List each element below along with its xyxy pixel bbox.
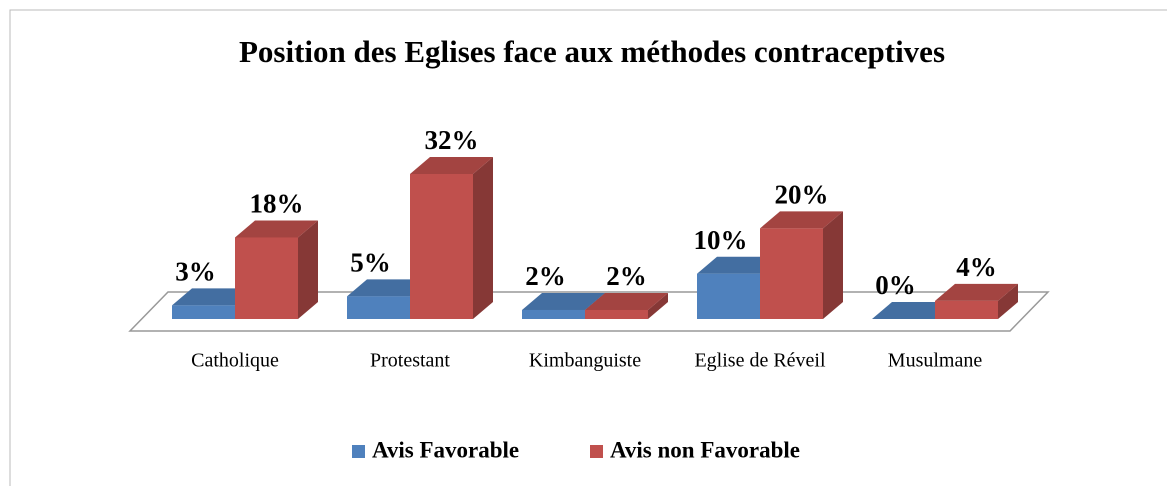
bar: [410, 174, 473, 319]
value-label: 2%: [525, 261, 566, 291]
bar: [347, 296, 410, 319]
bar-top: [585, 292, 668, 310]
bar-side: [998, 283, 1018, 319]
legend-swatch: [590, 445, 603, 458]
chart-title: Position des Eglises face aux méthodes c…: [239, 34, 945, 69]
x-tick-label: Protestant: [370, 350, 450, 372]
bar-top: [760, 211, 843, 229]
value-label: 32%: [425, 125, 479, 155]
chart-border: [9, 9, 1167, 486]
value-label: 18%: [250, 189, 304, 219]
bar: [235, 237, 298, 319]
bar-top: [935, 283, 1018, 301]
x-tick-label: Kimbanguiste: [529, 350, 641, 372]
bar: [585, 309, 648, 319]
value-label: 0%: [875, 270, 916, 300]
value-label: 5%: [350, 248, 391, 278]
x-tick-label: Eglise de Réveil: [694, 350, 826, 372]
bar-top: [172, 288, 255, 306]
bar-side: [473, 157, 493, 319]
x-tick-label: Catholique: [191, 350, 279, 372]
value-label: 3%: [175, 257, 216, 287]
bar-side: [648, 292, 668, 319]
value-label: 4%: [956, 252, 997, 282]
bar: [172, 305, 235, 319]
bar-top: [410, 157, 493, 174]
bar-top: [522, 292, 605, 310]
bar-top: [697, 256, 780, 274]
bar-side: [823, 211, 843, 319]
value-label: 2%: [606, 261, 647, 291]
bar: [522, 309, 585, 319]
bar: [760, 228, 823, 319]
value-label: 20%: [775, 180, 829, 210]
bar-top: [347, 279, 430, 297]
x-tick-label: Musulmane: [888, 350, 983, 372]
bar-side: [298, 220, 318, 319]
bar: [935, 300, 998, 319]
value-label: 10%: [694, 225, 748, 255]
bar-top: [872, 302, 955, 319]
bar: [697, 273, 760, 319]
legend-label: Avis Favorable: [372, 437, 519, 462]
legend-swatch: [352, 445, 365, 458]
legend-label: Avis non Favorable: [610, 437, 800, 462]
bar-top: [235, 220, 318, 238]
